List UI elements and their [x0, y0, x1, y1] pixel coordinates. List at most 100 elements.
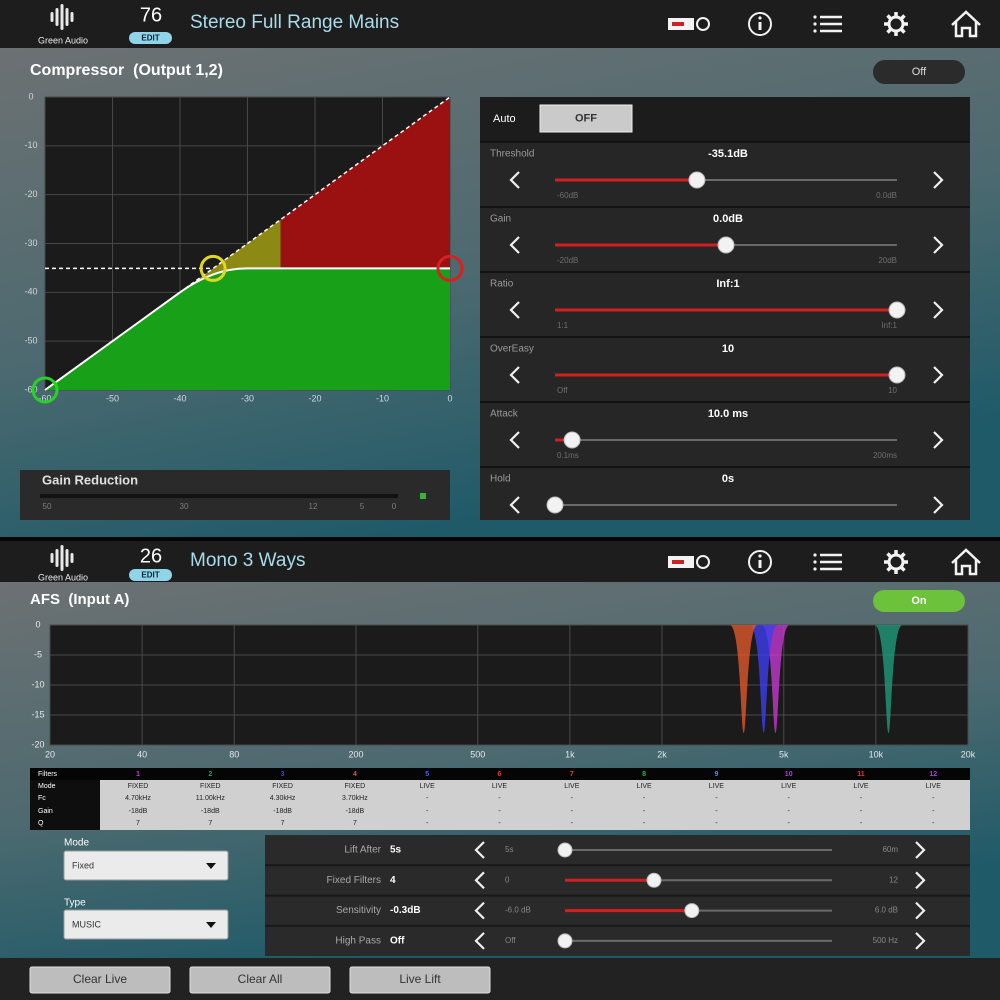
- toolbar: [668, 10, 981, 38]
- toggle-button[interactable]: [873, 60, 965, 84]
- slider-knob[interactable]: [717, 236, 735, 254]
- x-tick-label: 200: [348, 749, 363, 759]
- brand: Green Audio: [38, 35, 88, 45]
- param-name: Gain: [490, 214, 511, 225]
- increment-button[interactable]: [915, 901, 926, 920]
- gear-tooth: [900, 566, 906, 572]
- param-name: Attack: [490, 409, 519, 420]
- increment-button[interactable]: [915, 871, 926, 890]
- start-handle[interactable]: [31, 376, 59, 404]
- decrement-button[interactable]: [474, 932, 485, 950]
- dropdown-arrow: [206, 863, 216, 869]
- decrement-button[interactable]: [474, 871, 485, 890]
- gear-icon[interactable]: [887, 15, 905, 33]
- table-cell: -18dB: [201, 808, 220, 815]
- increment-button[interactable]: [933, 236, 944, 254]
- param-value: Off: [390, 936, 405, 947]
- slider-knob[interactable]: [688, 171, 706, 189]
- param-name: Ratio: [490, 279, 514, 290]
- home-icon[interactable]: [951, 548, 981, 576]
- action-button[interactable]: [29, 966, 171, 994]
- info-icon[interactable]: [748, 550, 772, 574]
- action-button[interactable]: [189, 966, 331, 994]
- x-tick-label: -40: [173, 393, 186, 403]
- x-tick-label: 40: [137, 749, 147, 759]
- param-name: OverEasy: [490, 344, 534, 355]
- param-value: 0.0dB: [713, 213, 743, 225]
- table-cell: 7: [281, 820, 285, 827]
- slider-knob[interactable]: [557, 933, 573, 949]
- slider-knob[interactable]: [557, 842, 573, 858]
- toggle-button[interactable]: [873, 590, 965, 612]
- logo-bar: [60, 4, 64, 30]
- action-button[interactable]: [349, 966, 491, 994]
- preset-name: Mono 3 Ways: [190, 550, 305, 571]
- increment-button[interactable]: [915, 932, 926, 950]
- auto-button[interactable]: [539, 104, 633, 133]
- table-cell: LIVE: [709, 783, 725, 790]
- slider-max-label: 60m: [882, 845, 898, 854]
- decrement-button[interactable]: [509, 431, 520, 449]
- dropdown[interactable]: [63, 850, 229, 881]
- y-tick-label: 0: [28, 91, 33, 101]
- table-row-label: Q: [38, 820, 44, 827]
- slider-knob[interactable]: [888, 366, 906, 384]
- param-name: Threshold: [490, 149, 534, 160]
- slider-knob[interactable]: [684, 903, 700, 919]
- logo-bar: [65, 8, 69, 26]
- increment-button[interactable]: [933, 366, 944, 384]
- gear-icon[interactable]: [887, 553, 905, 571]
- decrement-button[interactable]: [509, 496, 520, 514]
- y-tick-label: -50: [24, 336, 37, 346]
- end-handle[interactable]: [436, 254, 464, 282]
- slider-knob[interactable]: [563, 431, 581, 449]
- table-cell: 11.00kHz: [196, 795, 226, 802]
- brand: Green Audio: [38, 572, 88, 582]
- y-tick-label: -60: [24, 384, 37, 394]
- edit-pill[interactable]: [129, 569, 172, 581]
- slider-knob[interactable]: [546, 496, 564, 514]
- increment-button[interactable]: [933, 171, 944, 189]
- filter-number: 5: [425, 771, 429, 778]
- threshold-handle[interactable]: [199, 254, 227, 282]
- info-icon[interactable]: [748, 12, 772, 36]
- decrement-button[interactable]: [474, 901, 485, 920]
- table-cell: -: [788, 820, 791, 827]
- increment-button[interactable]: [933, 301, 944, 319]
- x-tick-label: 80: [229, 749, 239, 759]
- edit-pill[interactable]: [129, 32, 172, 44]
- x-tick-label: -20: [308, 393, 321, 403]
- dropdown-label: Type: [64, 898, 86, 909]
- table-cell: -: [571, 820, 574, 827]
- transfer-curve: [44, 267, 450, 391]
- slider-knob[interactable]: [888, 301, 906, 319]
- slider-max-label: 500 Hz: [873, 936, 898, 945]
- slider-min-label: 5s: [505, 845, 513, 854]
- table-cell: -: [932, 820, 935, 827]
- device-icon-slot: [672, 22, 684, 26]
- meter-tick-label: 50: [43, 502, 52, 511]
- decrement-button[interactable]: [509, 236, 520, 254]
- slider-knob[interactable]: [646, 872, 662, 888]
- dropdown-label: Mode: [64, 838, 89, 849]
- increment-button[interactable]: [933, 431, 944, 449]
- meter-tick-label: 0: [392, 502, 397, 511]
- filter-number: 3: [281, 771, 285, 778]
- decrement-button[interactable]: [509, 366, 520, 384]
- table-cell: LIVE: [853, 783, 869, 790]
- home-icon[interactable]: [951, 10, 981, 38]
- action-button-label: Clear Live: [73, 972, 127, 986]
- decrement-button[interactable]: [509, 171, 520, 189]
- increment-button[interactable]: [933, 496, 944, 514]
- dropdown[interactable]: [63, 909, 229, 940]
- table-cell: 4.70kHz: [125, 795, 151, 802]
- menu-icon-dot: [813, 22, 817, 26]
- gear-tooth: [900, 14, 906, 20]
- increment-button[interactable]: [915, 841, 926, 859]
- decrement-button[interactable]: [474, 841, 485, 859]
- table-cell: LIVE: [781, 783, 797, 790]
- x-tick-label: -60: [38, 393, 51, 403]
- x-tick-label: 0: [447, 393, 452, 403]
- decrement-button[interactable]: [509, 301, 520, 319]
